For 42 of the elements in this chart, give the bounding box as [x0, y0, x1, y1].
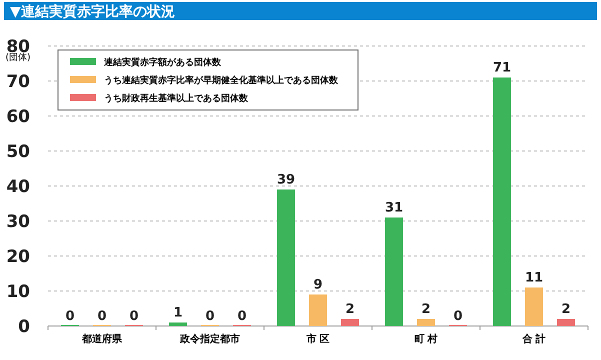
x-tick-label: 都道府県 [81, 333, 123, 345]
data-label: 39 [276, 172, 296, 188]
data-label: 0 [237, 309, 247, 324]
y-tick-label: 40 [6, 177, 30, 197]
bar [277, 190, 295, 326]
y-axis-title: (団体) [5, 52, 31, 63]
x-tick-label: 市 区 [305, 333, 330, 345]
data-label: 0 [205, 309, 215, 324]
y-tick-label: 0 [18, 317, 30, 337]
data-label: 71 [492, 60, 512, 76]
bar [417, 319, 435, 326]
data-label: 0 [129, 309, 139, 324]
y-tick-label: 20 [6, 247, 30, 267]
legend-label: うち連結実質赤字比率が早期健全化基準以上である団体数 [104, 75, 339, 86]
data-label: 1 [173, 306, 183, 320]
y-tick-label: 60 [6, 107, 30, 127]
bar [169, 322, 187, 326]
y-tick-label: 10 [6, 282, 30, 302]
bar [341, 319, 359, 326]
bar [493, 78, 511, 326]
legend-label: 連結実質赤字額がある団体数 [103, 57, 222, 68]
data-label: 2 [345, 302, 355, 317]
data-label: 0 [65, 309, 75, 324]
data-label: 11 [524, 270, 544, 286]
bar [309, 294, 327, 326]
bar [385, 218, 403, 326]
bar [557, 319, 575, 326]
y-tick-label: 50 [6, 142, 30, 162]
x-tick-label: 政令指定都市 [179, 333, 240, 345]
y-tick-label: 70 [6, 72, 30, 92]
data-label: 2 [561, 302, 571, 317]
x-tick-label: 合 計 [521, 333, 546, 345]
data-label: 2 [421, 302, 431, 317]
data-label: 9 [313, 278, 323, 292]
x-tick-label: 町 村 [414, 333, 438, 345]
data-label: 31 [384, 200, 404, 216]
chart-title: ▼連結実質赤字比率の状況 [10, 3, 175, 20]
bar [525, 288, 543, 326]
y-tick-label: 30 [6, 212, 30, 232]
data-label: 0 [97, 309, 107, 324]
legend-label: うち財政再生基準以上である団体数 [104, 93, 249, 104]
data-label: 0 [453, 309, 463, 324]
